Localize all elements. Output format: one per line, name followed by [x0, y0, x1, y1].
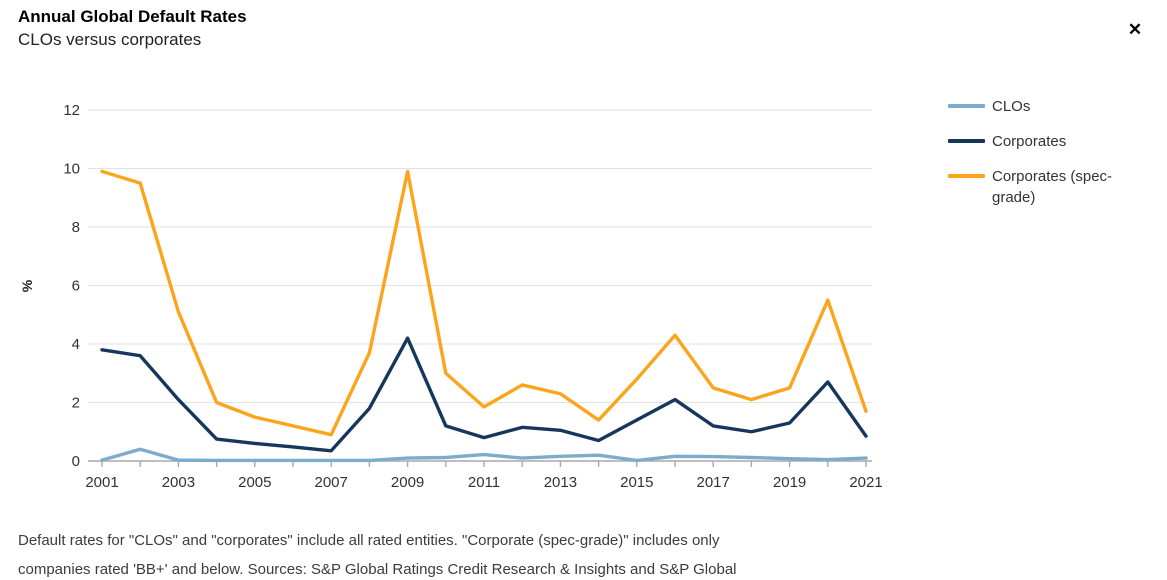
svg-text:4: 4: [72, 336, 80, 353]
svg-text:2019: 2019: [773, 474, 806, 491]
svg-text:2: 2: [72, 395, 80, 412]
svg-text:2007: 2007: [315, 474, 348, 491]
legend-item-clos: CLOs: [948, 96, 1163, 117]
chart-title: Annual Global Default Rates: [18, 7, 247, 26]
svg-text:0: 0: [72, 453, 80, 470]
svg-text:2009: 2009: [391, 474, 424, 491]
svg-text:2017: 2017: [697, 474, 730, 491]
svg-text:2003: 2003: [162, 474, 195, 491]
svg-text:2013: 2013: [544, 474, 577, 491]
chart-footnote: Default rates for "CLOs" and "corporates…: [18, 526, 898, 580]
line-chart: 0 2 4 6 8 10 12 2001 2003 2005 2007 2009 2011 2013 201…: [19, 102, 883, 491]
legend-line-swatch: [948, 139, 985, 143]
svg-text:2001: 2001: [85, 474, 118, 491]
svg-text:8: 8: [72, 219, 80, 236]
svg-text:6: 6: [72, 278, 80, 295]
legend-label: Corporates: [992, 133, 1067, 150]
svg-text:2021: 2021: [849, 474, 882, 491]
svg-text:12: 12: [63, 102, 80, 119]
svg-text:2015: 2015: [620, 474, 653, 491]
chart-header: Annual Global Default Rates CLOs versus …: [18, 6, 247, 52]
legend-item-corporates-spec-grade: Corporates (spec-grade): [948, 166, 1163, 208]
legend-line-swatch: [948, 174, 985, 178]
chart-legend: CLOs Corporates Corporates (spec-grade): [948, 96, 1163, 222]
legend-label: Corporates (spec-grade): [992, 168, 1113, 206]
footnote-line: Default rates for "CLOs" and "corporates…: [18, 532, 720, 549]
svg-text:2011: 2011: [468, 474, 500, 491]
svg-text:2005: 2005: [238, 474, 271, 491]
svg-text:%: %: [19, 279, 35, 292]
footnote-line: companies rated 'BB+' and below. Sources…: [18, 561, 737, 578]
legend-item-corporates: Corporates: [948, 131, 1163, 152]
legend-line-swatch: [948, 104, 985, 108]
chart-subtitle: CLOs versus corporates: [18, 30, 202, 49]
svg-text:10: 10: [63, 161, 80, 178]
legend-label: CLOs: [992, 98, 1031, 115]
close-icon[interactable]: ✕: [1123, 18, 1147, 42]
